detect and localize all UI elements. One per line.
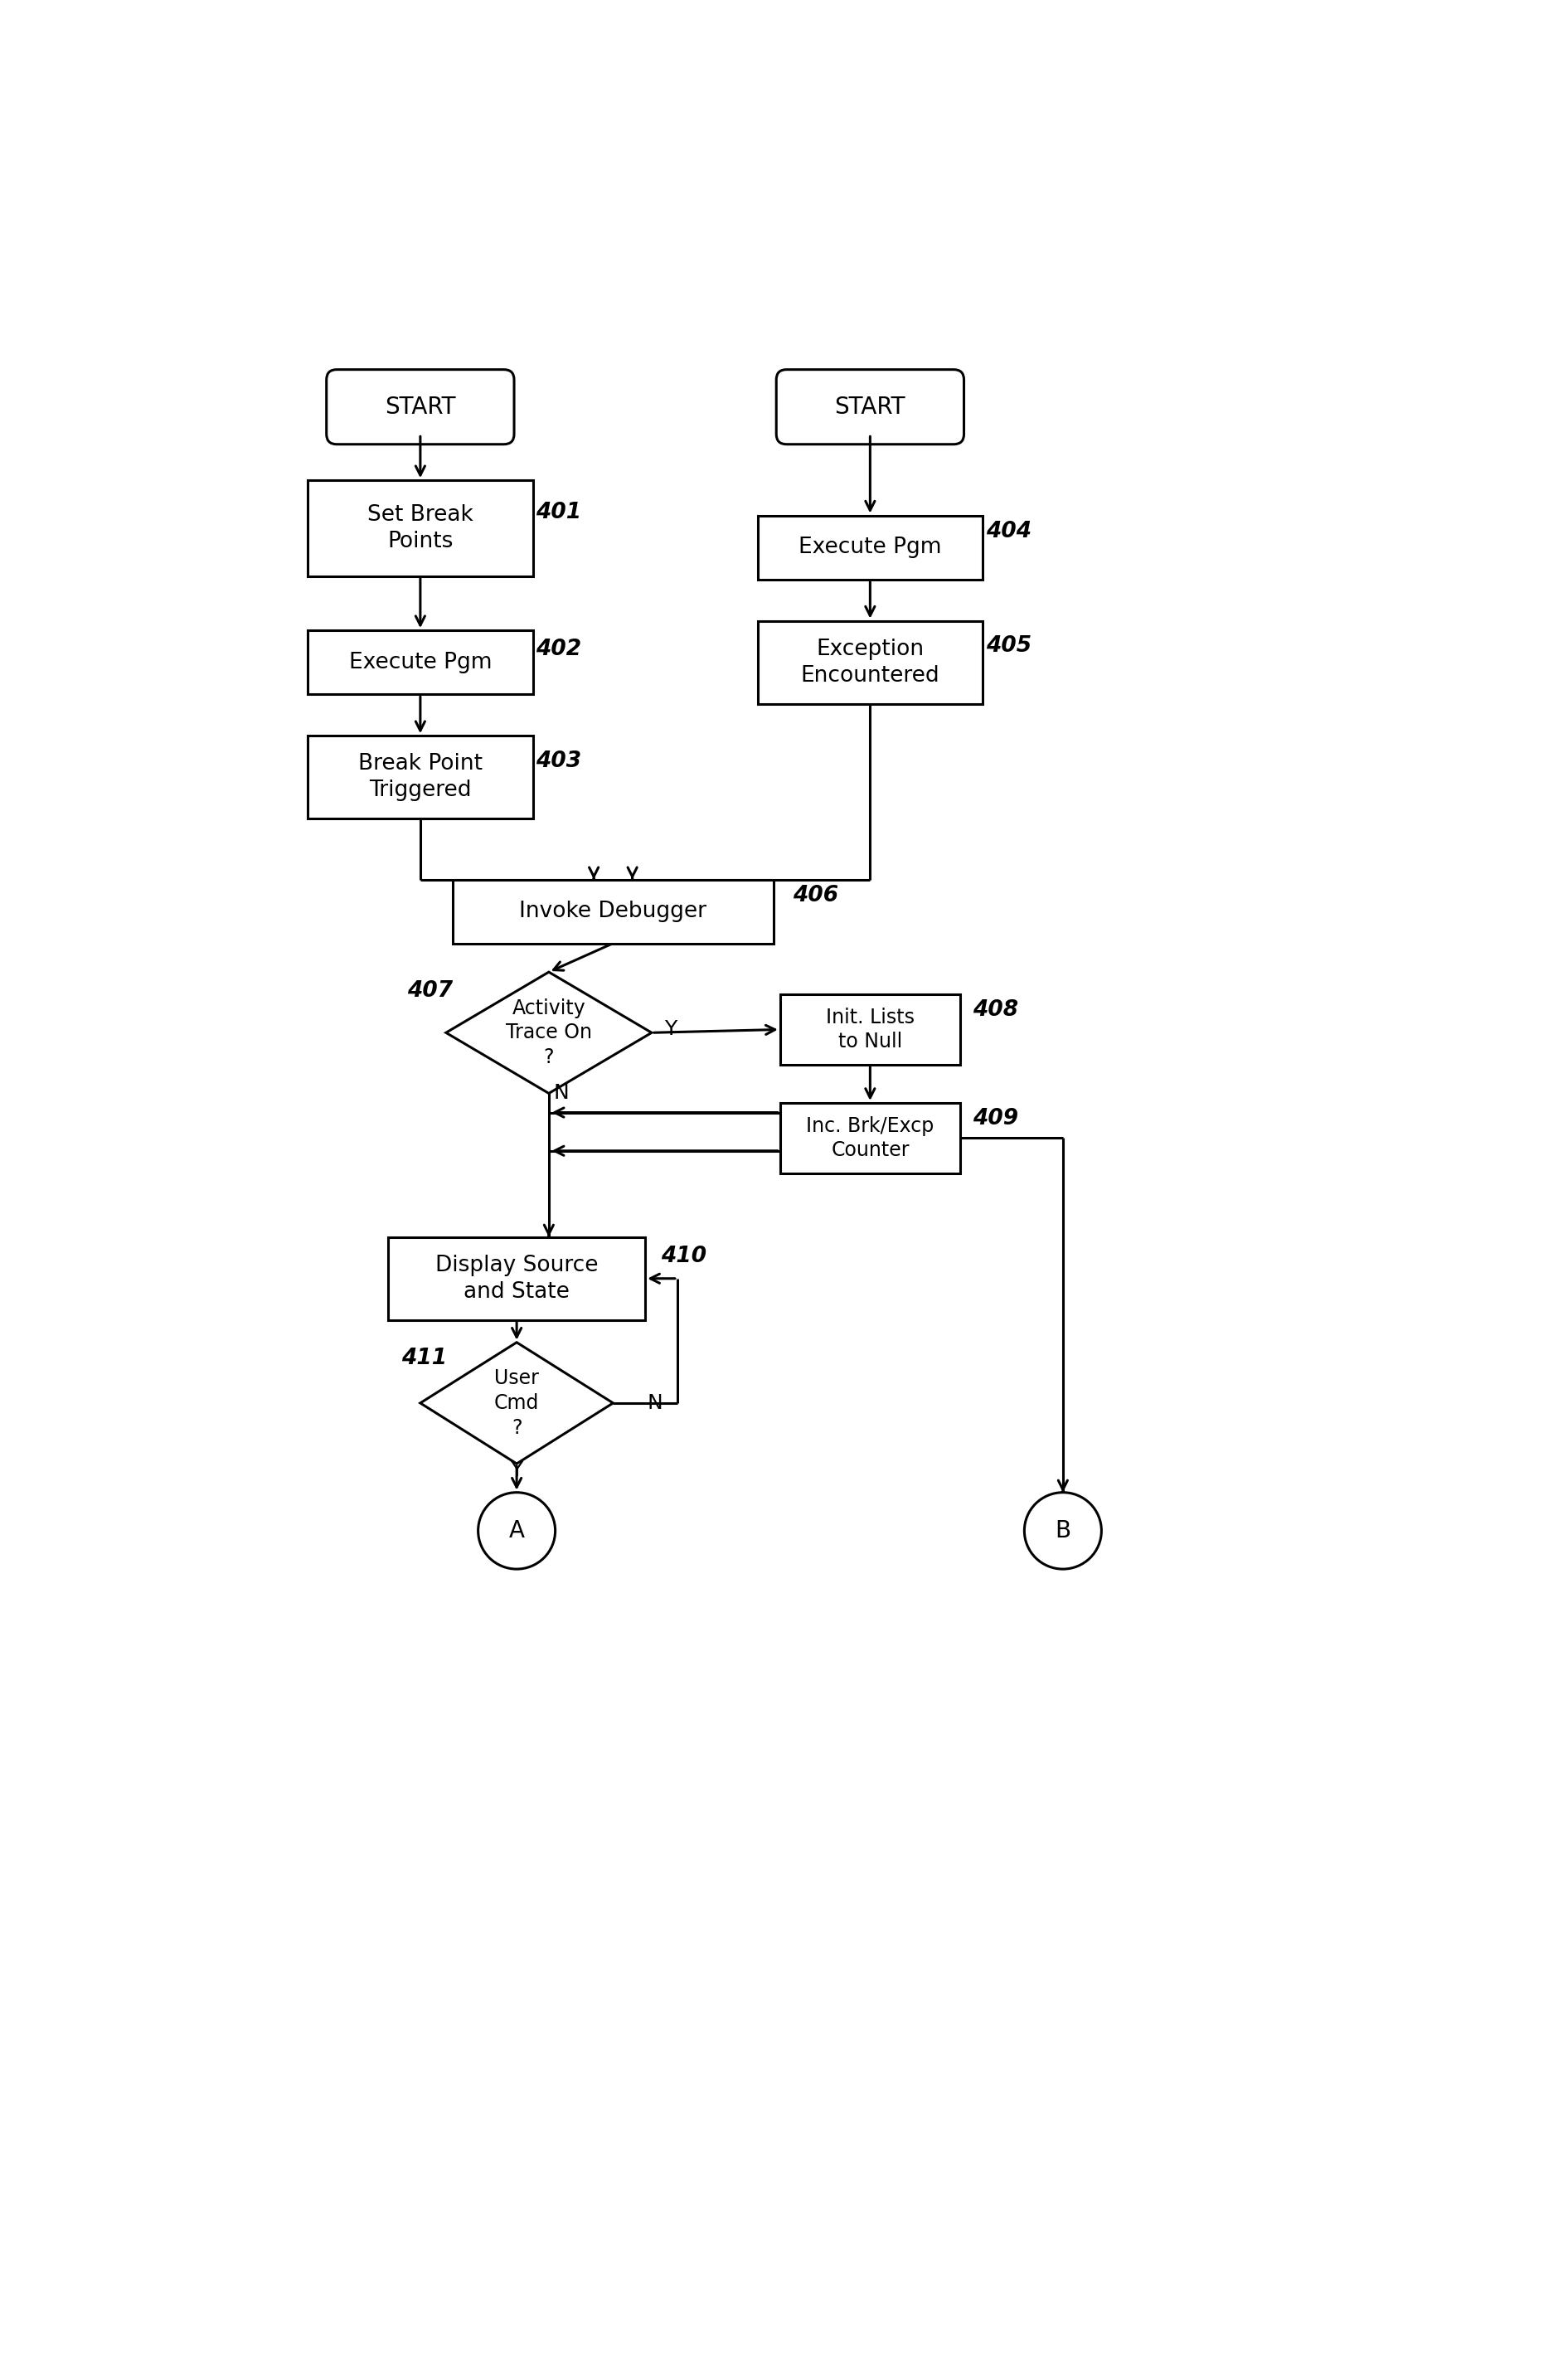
Text: Activity
Trace On
?: Activity Trace On ? xyxy=(506,997,592,1066)
Text: Break Point
Triggered: Break Point Triggered xyxy=(358,752,483,802)
Circle shape xyxy=(1024,1492,1102,1568)
Text: 411: 411 xyxy=(402,1347,447,1368)
Bar xyxy=(452,881,774,942)
Bar xyxy=(308,481,533,576)
Bar xyxy=(758,516,983,578)
Text: START: START xyxy=(384,395,456,419)
Text: Invoke Debugger: Invoke Debugger xyxy=(519,900,706,921)
Text: 409: 409 xyxy=(972,1109,1019,1130)
Polygon shape xyxy=(445,971,652,1092)
Circle shape xyxy=(478,1492,555,1568)
Bar xyxy=(308,735,533,819)
Text: N: N xyxy=(553,1083,569,1104)
Text: User
Cmd
?: User Cmd ? xyxy=(494,1368,539,1438)
Text: Set Break
Points: Set Break Points xyxy=(367,505,474,552)
Text: Execute Pgm: Execute Pgm xyxy=(349,652,492,674)
Text: 404: 404 xyxy=(986,521,1032,543)
Text: Inc. Brk/Excp
Counter: Inc. Brk/Excp Counter xyxy=(807,1116,935,1161)
Text: 407: 407 xyxy=(408,981,453,1002)
Bar xyxy=(388,1238,646,1321)
Text: Y: Y xyxy=(511,1461,524,1480)
Text: A: A xyxy=(510,1518,525,1542)
Text: 406: 406 xyxy=(792,885,839,907)
Polygon shape xyxy=(420,1342,613,1464)
Text: N: N xyxy=(647,1392,663,1414)
Text: B: B xyxy=(1055,1518,1071,1542)
Bar xyxy=(780,1102,960,1173)
Bar xyxy=(780,995,960,1064)
Text: Y: Y xyxy=(664,1019,677,1040)
Text: 402: 402 xyxy=(536,638,581,659)
Text: Display Source
and State: Display Source and State xyxy=(435,1254,599,1302)
Bar xyxy=(308,631,533,695)
Bar xyxy=(758,621,983,704)
FancyBboxPatch shape xyxy=(777,369,964,445)
Text: Init. Lists
to Null: Init. Lists to Null xyxy=(825,1007,914,1052)
Text: START: START xyxy=(835,395,905,419)
Text: 405: 405 xyxy=(986,635,1032,657)
Text: 410: 410 xyxy=(661,1245,706,1266)
Text: Exception
Encountered: Exception Encountered xyxy=(800,638,939,685)
Text: 401: 401 xyxy=(536,502,581,524)
Text: 403: 403 xyxy=(536,750,581,771)
Text: Execute Pgm: Execute Pgm xyxy=(799,536,941,559)
Text: 408: 408 xyxy=(972,1000,1019,1021)
FancyBboxPatch shape xyxy=(327,369,514,445)
